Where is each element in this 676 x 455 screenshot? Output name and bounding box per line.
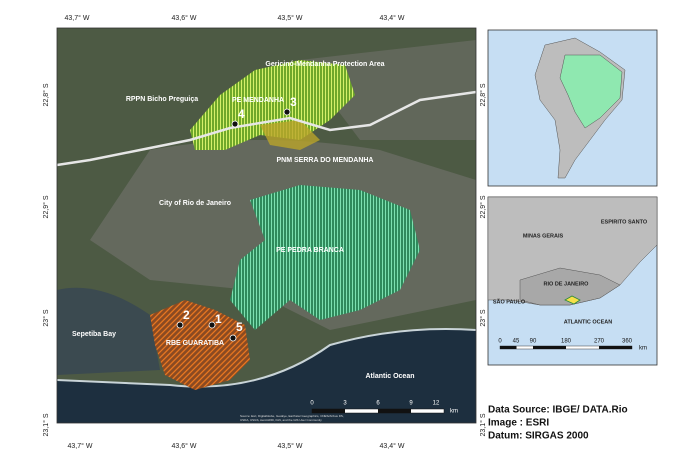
- lon-label: 43,6° W: [172, 14, 197, 22]
- lat-label: 23,1° S: [479, 413, 487, 436]
- scale-unit: km: [639, 346, 647, 352]
- area-label: Sepetiba Bay: [72, 331, 116, 338]
- inset-label: RIO DE JANEIRO: [544, 281, 590, 287]
- inset-south-america: [487, 29, 658, 187]
- scale-tick: 45: [513, 339, 520, 345]
- point-marker: [208, 321, 216, 329]
- lon-label: 43,5° W: [278, 14, 303, 22]
- credit: Data Source: IBGE/ DATA.Rio: [488, 405, 628, 416]
- area-label: PNM SERRA DO MENDANHA: [277, 157, 374, 164]
- area-label: RBE GUARATIBA: [166, 340, 224, 347]
- point-marker: [283, 108, 291, 116]
- credit: Image : ESRI: [488, 418, 549, 429]
- source-note: Source: Esri, DigitalGlobe, GeoEye, Eart…: [240, 415, 344, 422]
- map-frame: [56, 27, 477, 424]
- point-label: 2: [183, 308, 190, 322]
- study-area: [564, 295, 581, 305]
- lat-label: 22,8° S: [42, 83, 50, 106]
- area-label: Atlantic Ocean: [365, 373, 414, 380]
- rio-de-janeiro-state: [519, 267, 621, 306]
- lon-label: 43,7° W: [68, 442, 93, 450]
- point-label: 4: [238, 107, 245, 121]
- point-label: 3: [290, 95, 297, 109]
- lat-label: 22,8° S: [479, 83, 487, 106]
- lat-label: 23° S: [479, 309, 487, 327]
- scale-bar-seg: [500, 346, 517, 349]
- scale-tick: 270: [594, 339, 605, 345]
- area-label: RPPN Bicho Preguiça: [126, 96, 198, 103]
- point-label: 5: [236, 320, 243, 334]
- scale-tick: 90: [530, 339, 537, 345]
- lon-label: 43,7° W: [65, 14, 90, 22]
- lat-label: 23,1° S: [42, 413, 50, 436]
- inset-state: MINAS GERAIS ESPIRITO SANTO RIO DE JANEI…: [487, 196, 658, 366]
- scale-bar: 0 3 6 9 12 km: [310, 401, 458, 415]
- scale-tick: 0: [498, 339, 502, 345]
- lon-label: 43,4° W: [380, 14, 405, 22]
- scale-tick: 0: [310, 401, 314, 407]
- scale-tick: 12: [433, 401, 440, 407]
- lon-label: 43,4° W: [380, 442, 405, 450]
- lat-label: 22,9° S: [479, 195, 487, 218]
- lon-label: 43,6° W: [172, 442, 197, 450]
- scale-tick: 360: [622, 339, 633, 345]
- scale-tick: 6: [376, 401, 380, 407]
- area-label: Gericinó-Mendanha Protection Area: [265, 61, 384, 68]
- scale-tick: 3: [343, 401, 347, 407]
- ocean: [57, 329, 476, 423]
- pe-pedra-branca: [230, 185, 420, 330]
- area-label: PE PEDRA BRANCA: [276, 247, 344, 254]
- area-label: City of Rio de Janeiro: [159, 200, 231, 207]
- scale-bar-seg: [312, 409, 345, 413]
- sepetiba-bay: [57, 287, 160, 375]
- area-label: PE MENDANHA: [232, 97, 284, 104]
- main-map: 1 2 3 4 5 Gericinó-Mendanha Protection A…: [56, 28, 477, 423]
- scale-unit: km: [450, 409, 458, 415]
- inset-label: MINAS GERAIS: [523, 233, 564, 239]
- lat-label: 23° S: [42, 309, 50, 327]
- scale-bar-seg: [378, 409, 411, 413]
- lon-label: 43,5° W: [278, 442, 303, 450]
- lat-label: 22,9° S: [42, 195, 50, 218]
- coastline: [56, 328, 477, 388]
- scale-tick: 9: [409, 401, 413, 407]
- credit: Datum: SIRGAS 2000: [488, 431, 589, 442]
- pnm-serra-do-mendanha: [260, 120, 320, 150]
- source-note-box: Source: Esri, DigitalGlobe, GeoEye, Eart…: [240, 415, 344, 422]
- point-marker: [176, 321, 184, 329]
- road: [56, 90, 477, 167]
- inset-scale-bar: 0 45 90 180 270 360 km: [498, 339, 647, 352]
- point-marker: [231, 120, 239, 128]
- rbe-guaratiba: [150, 300, 250, 390]
- inset-label: SÃO PAULO: [493, 298, 526, 305]
- scale-bar-seg: [599, 346, 632, 349]
- inset-label: ESPIRITO SANTO: [601, 219, 648, 225]
- point-marker: [229, 334, 237, 342]
- point-label: 1: [215, 312, 222, 326]
- scale-tick: 180: [561, 339, 572, 345]
- brazil: [559, 54, 623, 129]
- inset-label: ATLANTIC OCEAN: [564, 319, 613, 325]
- scale-bar-seg: [533, 346, 566, 349]
